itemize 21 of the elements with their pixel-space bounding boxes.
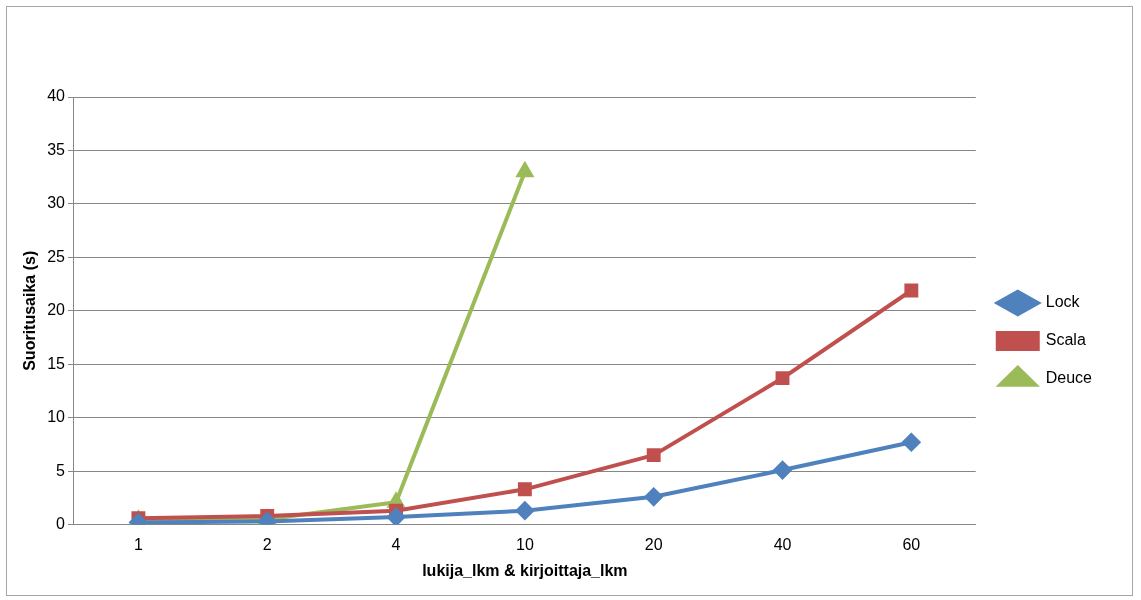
y-tick-label: 40 bbox=[47, 87, 66, 105]
x-tick-label: 4 bbox=[391, 535, 401, 553]
y-tick-label: 5 bbox=[56, 461, 66, 479]
x-tick-label: 10 bbox=[515, 535, 534, 553]
y-tick-label: 20 bbox=[47, 301, 66, 319]
legend-label: Scala bbox=[1045, 331, 1086, 349]
y-tick-label: 0 bbox=[56, 515, 66, 533]
x-tick-label: 2 bbox=[262, 535, 272, 553]
y-tick-label: 30 bbox=[47, 194, 66, 212]
y-tick-label: 25 bbox=[47, 247, 66, 265]
x-tick-label: 1 bbox=[133, 535, 143, 553]
x-tick-label: 40 bbox=[773, 535, 792, 553]
y-tick-label: 35 bbox=[47, 140, 66, 158]
x-axis-title: lukija_lkm & kirjoittaja_lkm bbox=[422, 561, 628, 579]
x-tick-label: 20 bbox=[644, 535, 663, 553]
legend-label: Deuce bbox=[1045, 369, 1093, 387]
y-tick-label: 15 bbox=[47, 354, 66, 372]
x-tick-label: 60 bbox=[902, 535, 921, 553]
y-tick-label: 10 bbox=[47, 408, 66, 426]
y-axis-title: Suoritusaika (s) bbox=[21, 250, 39, 371]
legend-label: Lock bbox=[1045, 293, 1081, 311]
